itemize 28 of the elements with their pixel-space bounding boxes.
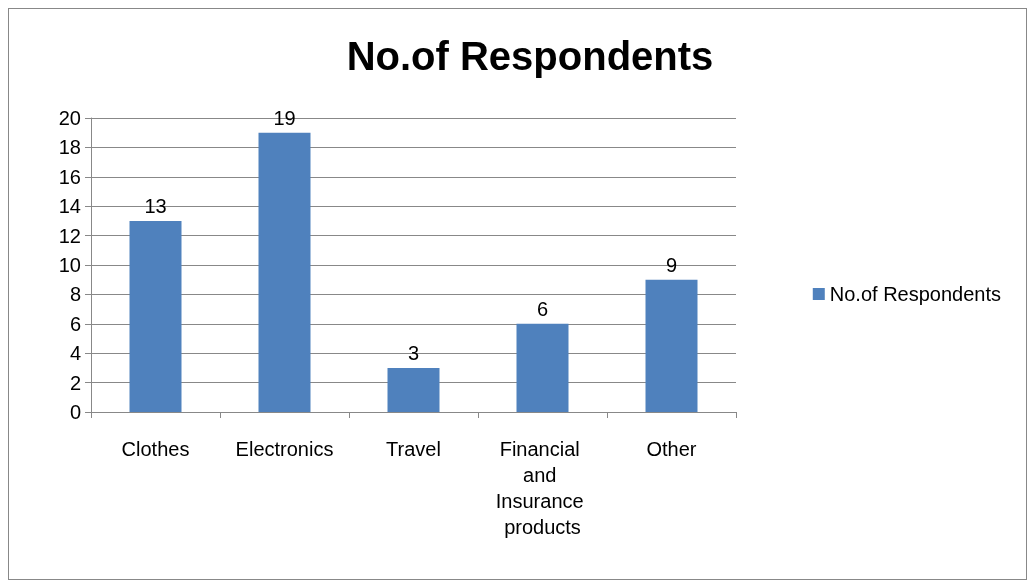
y-tick-label: 8 xyxy=(69,283,81,306)
data-label: 3 xyxy=(407,341,420,364)
y-tick-label: 20 xyxy=(58,107,81,129)
bar xyxy=(258,132,311,412)
data-label: 13 xyxy=(144,194,167,217)
y-tick-label: 18 xyxy=(58,136,81,159)
bar xyxy=(387,367,440,412)
y-tick-label: 6 xyxy=(69,312,81,335)
legend-label: No.of Respondents xyxy=(829,283,1002,305)
y-tick-label: 2 xyxy=(69,371,81,394)
x-tick-label: Other xyxy=(646,438,697,460)
data-label: 9 xyxy=(665,253,678,276)
y-tick-label: 14 xyxy=(58,195,81,218)
x-tick-label: Electronics xyxy=(235,438,334,460)
y-tick-label: 0 xyxy=(69,401,81,423)
chart-title: No.of Respondents xyxy=(346,34,714,78)
data-label: 6 xyxy=(536,297,549,320)
x-tick-label: Clothes xyxy=(121,438,190,460)
bar xyxy=(645,279,698,412)
y-tick-label: 10 xyxy=(58,254,81,276)
y-tick-label: 12 xyxy=(58,224,81,247)
bar xyxy=(129,220,182,412)
x-tick-label: Travel xyxy=(386,438,441,460)
y-tick-label: 4 xyxy=(69,342,81,365)
bar xyxy=(516,323,569,412)
y-tick-label: 16 xyxy=(58,165,81,188)
data-label: 19 xyxy=(273,106,296,129)
x-tick-label: Financial and Insurance products xyxy=(495,438,590,538)
